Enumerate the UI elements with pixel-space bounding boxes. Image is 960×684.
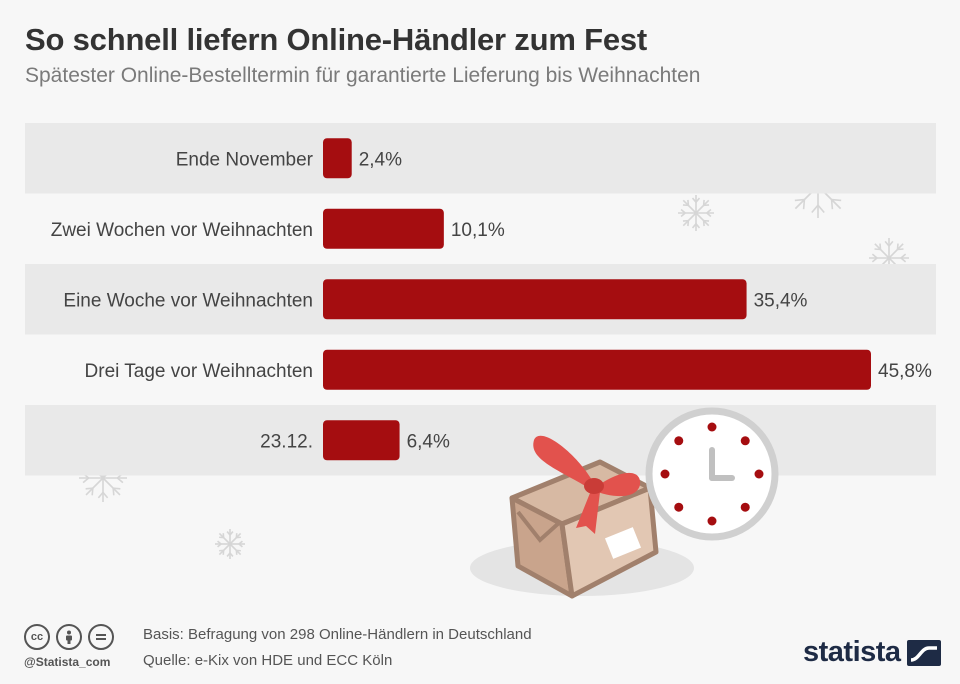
- bar[interactable]: [323, 349, 871, 390]
- bar[interactable]: [323, 279, 747, 320]
- category-label: Eine Woche vor Weihnachten: [63, 290, 313, 311]
- value-label: 2,4%: [359, 149, 402, 170]
- category-label: 23.12.: [260, 431, 313, 452]
- category-label: Zwei Wochen vor Weihnachten: [51, 220, 313, 241]
- statista-logo[interactable]: statista: [803, 636, 941, 669]
- row-band: [25, 405, 936, 476]
- source-note: Quelle: e-Kix von HDE und ECC Köln: [143, 652, 393, 669]
- license-icons: cc: [24, 624, 114, 650]
- statista-handle[interactable]: @Statista_com: [24, 655, 111, 669]
- chart-title: So schnell liefern Online-Händler zum Fe…: [25, 22, 648, 57]
- basis-note: Basis: Befragung von 298 Online-Händlern…: [143, 626, 532, 643]
- value-label: 45,8%: [878, 361, 932, 382]
- snowflake-icon: [215, 529, 245, 559]
- bar[interactable]: [323, 420, 400, 461]
- snowflake-icon: [678, 195, 714, 231]
- value-label: 10,1%: [451, 220, 505, 241]
- by-icon[interactable]: [56, 624, 82, 650]
- clock-icon: [645, 407, 779, 541]
- row-bands: Ende November 2,4% Zwei Wochen vor Weihnac…: [25, 123, 936, 476]
- bar[interactable]: [323, 138, 352, 179]
- category-label: Drei Tage vor Weihnachten: [85, 361, 313, 382]
- statista-logo-icon: [906, 639, 941, 666]
- bar[interactable]: [323, 208, 444, 249]
- nd-icon[interactable]: [88, 624, 114, 650]
- cc-icon[interactable]: cc: [24, 624, 50, 650]
- value-label: 6,4%: [407, 431, 450, 452]
- chart-subtitle: Spätester Online-Bestelltermin für garan…: [25, 64, 701, 87]
- brand-name: statista: [803, 636, 901, 668]
- value-label: 35,4%: [754, 290, 808, 311]
- category-label: Ende November: [176, 149, 314, 170]
- gift-package-icon: [470, 435, 694, 599]
- row-band: [25, 123, 936, 194]
